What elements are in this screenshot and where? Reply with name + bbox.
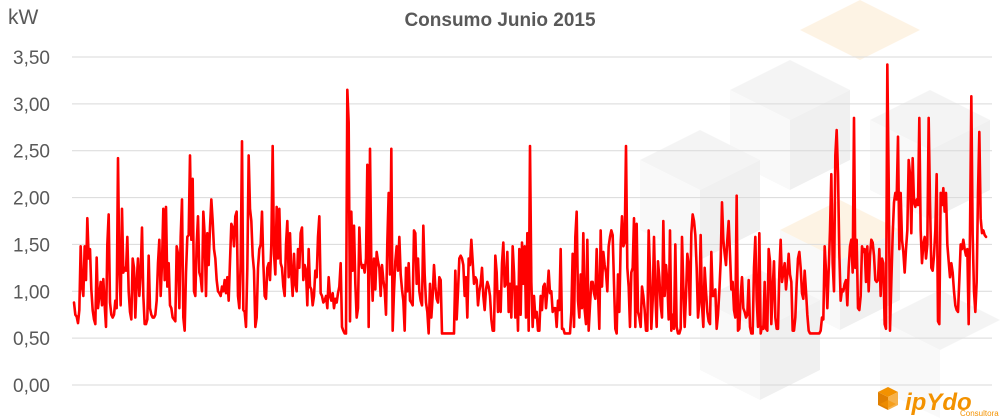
y-tick-label: 2,50: [13, 142, 50, 163]
company-logo: ipYdo Consultora: [878, 387, 999, 418]
y-tick-label: 3,00: [13, 95, 50, 116]
y-tick-label: 3,50: [13, 48, 50, 69]
logo-tagline: Consultora: [960, 409, 999, 418]
y-tick-label: 0,50: [13, 329, 50, 350]
y-tick-label: 1,50: [13, 235, 50, 256]
logo-wordmark: ipYdo: [905, 389, 972, 416]
y-tick-label: 0,00: [13, 376, 50, 397]
y-tick-label: 2,00: [13, 189, 50, 210]
series-line: [72, 63, 988, 335]
y-tick-label: 1,00: [13, 282, 50, 303]
y-tick-labels: 0,00 0,50 1,00 1,50 2,00 2,50 3,00 3,50: [13, 48, 50, 397]
y-axis-unit: kW: [8, 6, 39, 29]
chart-title: Consumo Junio 2015: [404, 10, 596, 31]
